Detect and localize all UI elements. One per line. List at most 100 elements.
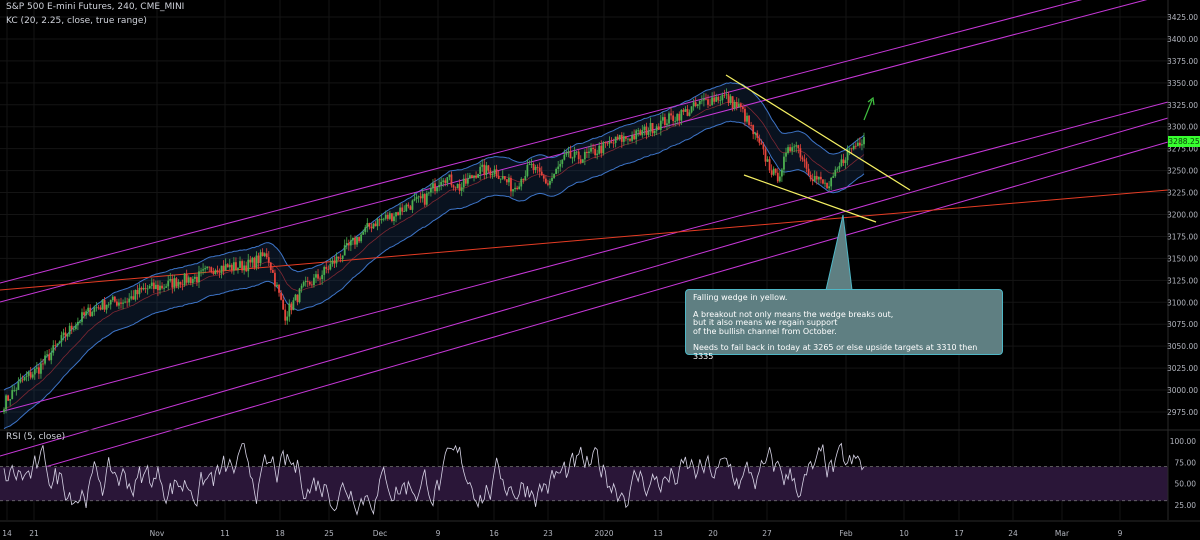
candle-body bbox=[824, 182, 826, 184]
candle-body bbox=[598, 145, 601, 154]
candles bbox=[3, 88, 865, 415]
rsi-tick-label: 50.00 bbox=[1175, 480, 1197, 489]
time-tick-label: 11 bbox=[220, 529, 230, 538]
candle-body bbox=[25, 375, 28, 377]
candle-body bbox=[581, 159, 584, 163]
candle-body bbox=[313, 277, 315, 286]
candle-body bbox=[466, 178, 469, 184]
candle-body bbox=[222, 265, 225, 271]
candle-body bbox=[81, 312, 83, 322]
candle-body bbox=[583, 151, 586, 160]
candle-body bbox=[596, 153, 599, 156]
candle-body bbox=[819, 176, 822, 180]
candle-body bbox=[83, 312, 85, 316]
candle-body bbox=[807, 168, 810, 175]
candle-body bbox=[567, 151, 570, 154]
candle-body bbox=[762, 144, 765, 150]
candle-body bbox=[136, 289, 139, 295]
candle-body bbox=[11, 390, 14, 400]
candle-body bbox=[378, 219, 381, 221]
candle-body bbox=[218, 272, 221, 274]
candle-body bbox=[442, 180, 445, 182]
candle-body bbox=[44, 355, 46, 364]
candle-body bbox=[526, 164, 529, 176]
candle-body bbox=[776, 172, 779, 182]
channel-line bbox=[0, 0, 1148, 303]
candle-body bbox=[120, 302, 122, 304]
candle-body bbox=[553, 173, 555, 178]
candle-body bbox=[700, 100, 703, 102]
grid-lines bbox=[0, 0, 1168, 520]
candle-body bbox=[727, 94, 730, 103]
time-tick-label: Mar bbox=[1055, 529, 1070, 538]
candle-body bbox=[616, 136, 619, 140]
candle-body bbox=[719, 100, 722, 102]
candle-body bbox=[436, 187, 438, 192]
candle-body bbox=[635, 130, 638, 140]
candle-body bbox=[514, 187, 516, 190]
bullish-channel-lines bbox=[0, 0, 1169, 481]
candle-body bbox=[3, 409, 5, 412]
candle-body bbox=[54, 345, 57, 347]
candle-body bbox=[372, 223, 375, 229]
candle-body bbox=[768, 159, 771, 171]
candle-body bbox=[754, 132, 757, 135]
candle-body bbox=[830, 177, 833, 187]
candle-body bbox=[58, 341, 61, 344]
candle-body bbox=[510, 178, 512, 192]
candle-body bbox=[608, 141, 611, 144]
candle-body bbox=[676, 113, 679, 121]
candle-body bbox=[130, 296, 133, 299]
candle-body bbox=[280, 292, 282, 300]
annotation-box[interactable]: Falling wedge in yellow. A breakout not … bbox=[685, 289, 1003, 361]
candle-body bbox=[296, 294, 299, 303]
candle-body bbox=[711, 97, 714, 105]
candle-body bbox=[265, 253, 268, 258]
candle-body bbox=[15, 389, 18, 391]
channel-line bbox=[0, 0, 1083, 284]
candle-body bbox=[534, 166, 537, 171]
falling-wedge bbox=[725, 74, 911, 223]
keltner-upper bbox=[3, 82, 865, 391]
candle-body bbox=[157, 284, 159, 291]
price-tick-label: 3425.00 bbox=[1167, 13, 1198, 22]
candle-body bbox=[836, 168, 839, 170]
price-tick-label: 3350.00 bbox=[1167, 79, 1198, 88]
candle-body bbox=[586, 151, 588, 154]
candle-body bbox=[40, 363, 42, 374]
candle-body bbox=[799, 148, 802, 158]
candle-body bbox=[241, 261, 243, 271]
candle-body bbox=[573, 151, 576, 158]
candle-body bbox=[479, 166, 482, 174]
candle-body bbox=[516, 187, 519, 190]
candle-body bbox=[354, 237, 356, 245]
candle-body bbox=[9, 399, 12, 401]
candle-body bbox=[175, 278, 178, 287]
candle-body bbox=[148, 285, 151, 289]
candle-body bbox=[817, 176, 820, 180]
candle-body bbox=[803, 159, 806, 162]
candle-body bbox=[226, 264, 229, 268]
candle-body bbox=[744, 108, 746, 122]
candle-body bbox=[48, 354, 51, 361]
price-tick-label: 2975.00 bbox=[1167, 408, 1198, 417]
candle-body bbox=[501, 176, 504, 179]
candle-body bbox=[62, 332, 65, 336]
candle-body bbox=[748, 115, 750, 125]
candle-body bbox=[462, 178, 465, 188]
candle-body bbox=[5, 395, 7, 410]
time-tick-label: 25 bbox=[324, 529, 334, 538]
candle-body bbox=[742, 106, 744, 109]
candle-body bbox=[52, 345, 55, 353]
candle-body bbox=[686, 109, 689, 116]
candle-body bbox=[95, 307, 98, 309]
candle-body bbox=[469, 175, 471, 179]
candle-body bbox=[245, 265, 248, 272]
candle-body bbox=[214, 270, 217, 274]
candle-body bbox=[93, 307, 96, 312]
candle-body bbox=[251, 257, 254, 263]
candle-body bbox=[79, 321, 81, 323]
candle-body bbox=[185, 273, 188, 283]
